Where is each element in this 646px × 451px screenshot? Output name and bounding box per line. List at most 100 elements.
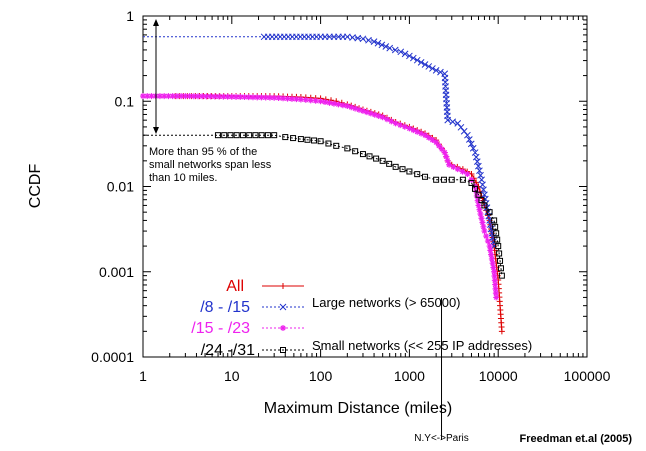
data-point: [311, 137, 318, 144]
source-credit: Freedman et.al (2005): [520, 433, 633, 445]
data-point: [312, 97, 319, 104]
data-point: [182, 93, 189, 100]
data-point: [359, 151, 366, 158]
data-point: [233, 132, 240, 139]
legend-entry-label: /24 -/31: [201, 342, 255, 359]
y-tick-label: 0.001: [99, 264, 134, 280]
data-point: [344, 145, 351, 152]
data-point: [459, 168, 466, 175]
data-point: [421, 61, 429, 68]
data-point: [391, 46, 399, 54]
data-point: [290, 135, 297, 142]
data-point: [425, 63, 433, 70]
data-point: [476, 206, 483, 213]
data-point: [477, 210, 484, 217]
legend-swatch-marker: [280, 325, 286, 331]
data-point: [406, 168, 413, 175]
legend-entry-label: All: [226, 278, 244, 295]
data-point: [487, 247, 494, 254]
data-point: [169, 93, 176, 100]
data-point: [365, 36, 372, 44]
data-point: [363, 109, 370, 116]
data-point: [414, 128, 421, 135]
data-point: [352, 148, 359, 155]
legend-swatch-marker: [279, 303, 287, 311]
y-axis-label: CCDF: [27, 164, 44, 209]
data-point: [417, 58, 425, 66]
data-point: [468, 179, 475, 186]
data-point: [375, 112, 382, 119]
data-point: [228, 93, 235, 100]
data-point: [335, 101, 342, 108]
data-point: [493, 230, 500, 237]
annotation-text: More than 95 % of the small networks spa…: [149, 146, 274, 184]
data-point: [491, 273, 498, 280]
data-point: [493, 294, 500, 301]
data-point: [373, 155, 380, 162]
data-point: [245, 94, 252, 101]
data-point: [432, 67, 440, 74]
data-point: [410, 127, 417, 134]
x-tick-label: 100000: [564, 368, 611, 384]
data-point: [237, 93, 244, 100]
y-axis-ticks: 1 0.1 0.01 0.001 0.0001: [91, 8, 587, 365]
data-point: [429, 136, 436, 143]
data-point: [472, 153, 480, 161]
data-point: [144, 93, 151, 100]
data-point: [211, 93, 218, 100]
data-point: [401, 50, 409, 58]
data-point: [284, 95, 291, 102]
x-tick-label: 1000: [394, 368, 425, 384]
data-point: [467, 140, 475, 148]
data-point: [401, 123, 408, 130]
data-point: [479, 219, 486, 226]
data-point: [325, 140, 332, 147]
data-point: [498, 328, 505, 335]
data-point: [297, 136, 304, 143]
data-point: [497, 257, 504, 264]
data-point: [492, 290, 499, 297]
data-point: [440, 176, 447, 183]
data-point: [469, 144, 477, 152]
data-point: [330, 100, 337, 107]
data-point: [186, 93, 193, 100]
data-point: [317, 98, 324, 105]
data-point: [495, 243, 502, 250]
data-point: [258, 94, 265, 101]
series-line: [143, 134, 503, 276]
data-point: [302, 96, 309, 103]
data-point: [216, 93, 223, 100]
data-point: [280, 95, 287, 102]
data-point: [406, 125, 413, 132]
data-point: [475, 202, 482, 209]
data-point: [392, 120, 399, 127]
data-point: [484, 238, 491, 245]
data-point: [492, 223, 499, 230]
data-point: [266, 94, 273, 101]
data-point: [271, 132, 278, 139]
y-tick-label: 0.01: [107, 179, 134, 195]
series-3: [143, 132, 505, 279]
data-point: [433, 139, 440, 146]
data-point: [148, 93, 155, 100]
data-point: [443, 153, 450, 160]
data-point: [497, 265, 504, 272]
x-tick-label: 1: [139, 368, 147, 384]
data-point: [438, 146, 445, 153]
data-point: [203, 93, 210, 100]
data-point: [254, 94, 261, 101]
data-point: [214, 132, 221, 139]
data-point: [436, 142, 442, 149]
data-point: [371, 111, 378, 118]
data-point: [322, 99, 329, 106]
data-point: [464, 171, 471, 178]
data-point: [195, 93, 202, 100]
data-point: [304, 136, 311, 143]
data-point: [450, 163, 457, 170]
data-point: [386, 44, 394, 52]
x-tick-label: 10: [224, 368, 240, 384]
data-point: [379, 157, 386, 164]
data-point: [418, 130, 425, 137]
y-tick-label: 0.1: [115, 93, 135, 109]
